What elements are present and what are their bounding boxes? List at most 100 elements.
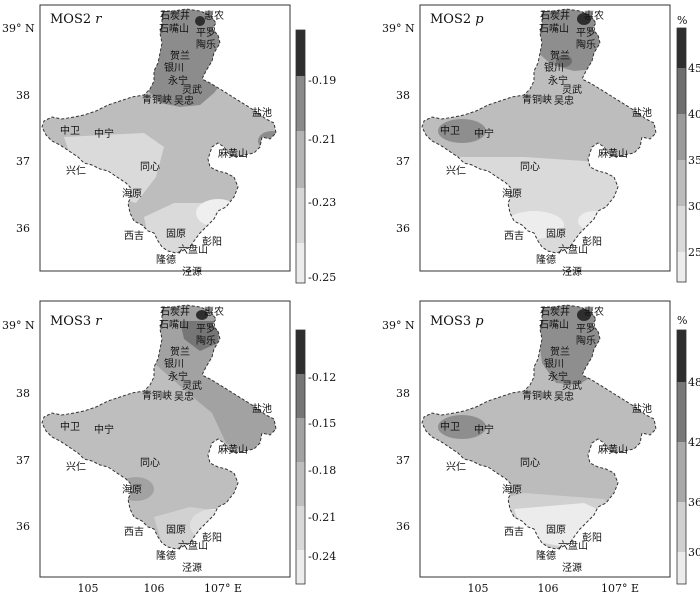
colorbar-tick-label: -0.23	[308, 196, 336, 209]
city-label: 彭阳	[582, 235, 602, 248]
city-label: 彭阳	[202, 235, 222, 248]
colorbar-segment	[677, 206, 686, 252]
x-tick-label: 107° E	[601, 582, 639, 594]
x-tick-label: 105	[78, 582, 99, 594]
city-label: 西吉	[124, 526, 144, 538]
city-label: 灵武	[182, 379, 202, 392]
colorbar-mos3-p: %	[676, 314, 687, 585]
city-label: 石嘴山	[539, 23, 569, 35]
colorbar-segment	[677, 442, 686, 502]
city-label: 银川	[544, 357, 564, 370]
city-label: 同心	[520, 457, 540, 469]
colorbar-segment	[296, 243, 305, 283]
city-label: 永宁	[168, 370, 188, 383]
colorbar-tick-label: -0.21	[308, 511, 336, 524]
city-label: 固原	[166, 524, 186, 536]
city-label: 西吉	[504, 526, 524, 538]
city-label: 泾源	[562, 561, 582, 574]
city-label: 彭阳	[202, 531, 222, 544]
city-label: 泾源	[182, 265, 202, 278]
city-label: 惠农	[204, 305, 224, 318]
colorbar-segment	[296, 374, 305, 418]
city-label: 兴仁	[66, 165, 86, 177]
colorbar-tick-label: -0.25	[308, 271, 336, 284]
colorbar-segment	[677, 252, 686, 282]
colorbar-tick-label: 30	[688, 546, 700, 559]
city-label: 西吉	[504, 230, 524, 242]
city-label: 隆德	[536, 253, 556, 266]
city-label: 陶乐	[196, 334, 216, 347]
city-label: 平罗	[196, 27, 216, 39]
colorbar-tick-label: -0.24	[308, 550, 336, 563]
city-label: 麻黄山	[218, 147, 248, 160]
city-label: 贺兰	[170, 345, 190, 358]
city-label: 中宁	[94, 127, 114, 140]
colorbar-segment	[296, 418, 305, 462]
city-label: 兴仁	[66, 461, 86, 473]
colorbar-tick-label: 30	[688, 200, 700, 213]
city-label: 永宁	[548, 74, 568, 87]
y-axis-mos3-p: 39° N 38 37 36	[382, 319, 415, 533]
city-label: 永宁	[548, 370, 568, 383]
panel-title-mos3-p: MOS3 p	[430, 314, 484, 329]
colorbar-mos2-p: %	[676, 14, 687, 283]
city-label: 中卫	[60, 420, 80, 433]
colorbar-tick-label: -0.19	[308, 74, 336, 87]
city-label: 中宁	[94, 423, 114, 436]
panel-mos2-r: MOS2 r 石炭井 惠农 石嘴山 平罗 陶乐 贺兰 银川 永宁 灵武 青铜峡 …	[39, 4, 291, 278]
city-label: 永宁	[168, 74, 188, 87]
colorbar-mos3-r: -0.12 -0.15 -0.18 -0.21 -0.24	[295, 329, 336, 585]
y-tick-label: 38	[16, 89, 30, 102]
city-label: 青铜峡	[522, 389, 552, 402]
y-tick-label: 37	[396, 155, 410, 168]
city-label: 惠农	[584, 305, 604, 318]
city-label: 同心	[140, 161, 160, 173]
city-label: 中宁	[474, 423, 494, 436]
colorbar-segment	[296, 506, 305, 550]
colorbar-segment	[677, 502, 686, 552]
city-label: 陶乐	[576, 38, 596, 51]
x-tick-label: 106	[538, 582, 559, 594]
x-tick-label: 105	[468, 582, 489, 594]
region-peak	[577, 309, 591, 321]
y-tick-label: 36	[16, 222, 30, 235]
colorbar-tick-label: 35	[688, 154, 700, 167]
city-label: 隆德	[536, 549, 556, 562]
region-peak	[195, 16, 205, 26]
city-label: 平罗	[576, 27, 596, 39]
city-label: 吴忠	[554, 95, 574, 107]
region-zhongwei	[438, 415, 486, 439]
city-label: 灵武	[182, 83, 202, 96]
y-tick-label: 38	[16, 387, 30, 400]
city-label: 麻黄山	[598, 443, 628, 456]
panel-title-mos2-p: MOS2 p	[430, 12, 484, 27]
y-axis-mos3-r: 39° N 38 37 36	[2, 319, 35, 533]
city-label: 海原	[122, 483, 142, 496]
city-label: 灵武	[562, 83, 582, 96]
y-tick-label: 37	[16, 155, 30, 168]
colorbar-tick-label: -0.12	[308, 371, 336, 384]
y-tick-label: 39° N	[2, 22, 35, 35]
region-helan	[556, 55, 572, 67]
panel-title-mos3-r: MOS3 r	[50, 314, 102, 329]
city-label: 中卫	[440, 124, 460, 137]
x-tick-label: 106	[144, 582, 165, 594]
city-labels: 石炭井 惠农 石嘴山 平罗 陶乐 贺兰 银川 永宁 灵武 青铜峡 吴忠 盐池 中…	[60, 9, 272, 278]
city-label: 吴忠	[554, 391, 574, 403]
city-label: 灵武	[562, 379, 582, 392]
city-label: 海原	[502, 483, 522, 496]
city-label: 青铜峡	[142, 93, 172, 106]
city-label: 隆德	[156, 253, 176, 266]
city-label: 石嘴山	[539, 319, 569, 331]
city-label: 麻黄山	[598, 147, 628, 160]
city-label: 中卫	[440, 420, 460, 433]
city-label: 固原	[546, 524, 566, 536]
city-label: 隆德	[156, 549, 176, 562]
colorbar-segment	[677, 330, 686, 382]
city-label: 陶乐	[576, 334, 596, 347]
colorbar-segment	[296, 30, 305, 76]
region-zhongwei	[438, 119, 486, 143]
colorbar-segment	[296, 188, 305, 243]
panel-mos3-r: MOS3 r 石炭井 惠农 石嘴山 平罗 陶乐 贺兰 银川 永宁 灵武 青铜峡 …	[39, 300, 291, 578]
city-label: 石炭井	[160, 305, 190, 318]
